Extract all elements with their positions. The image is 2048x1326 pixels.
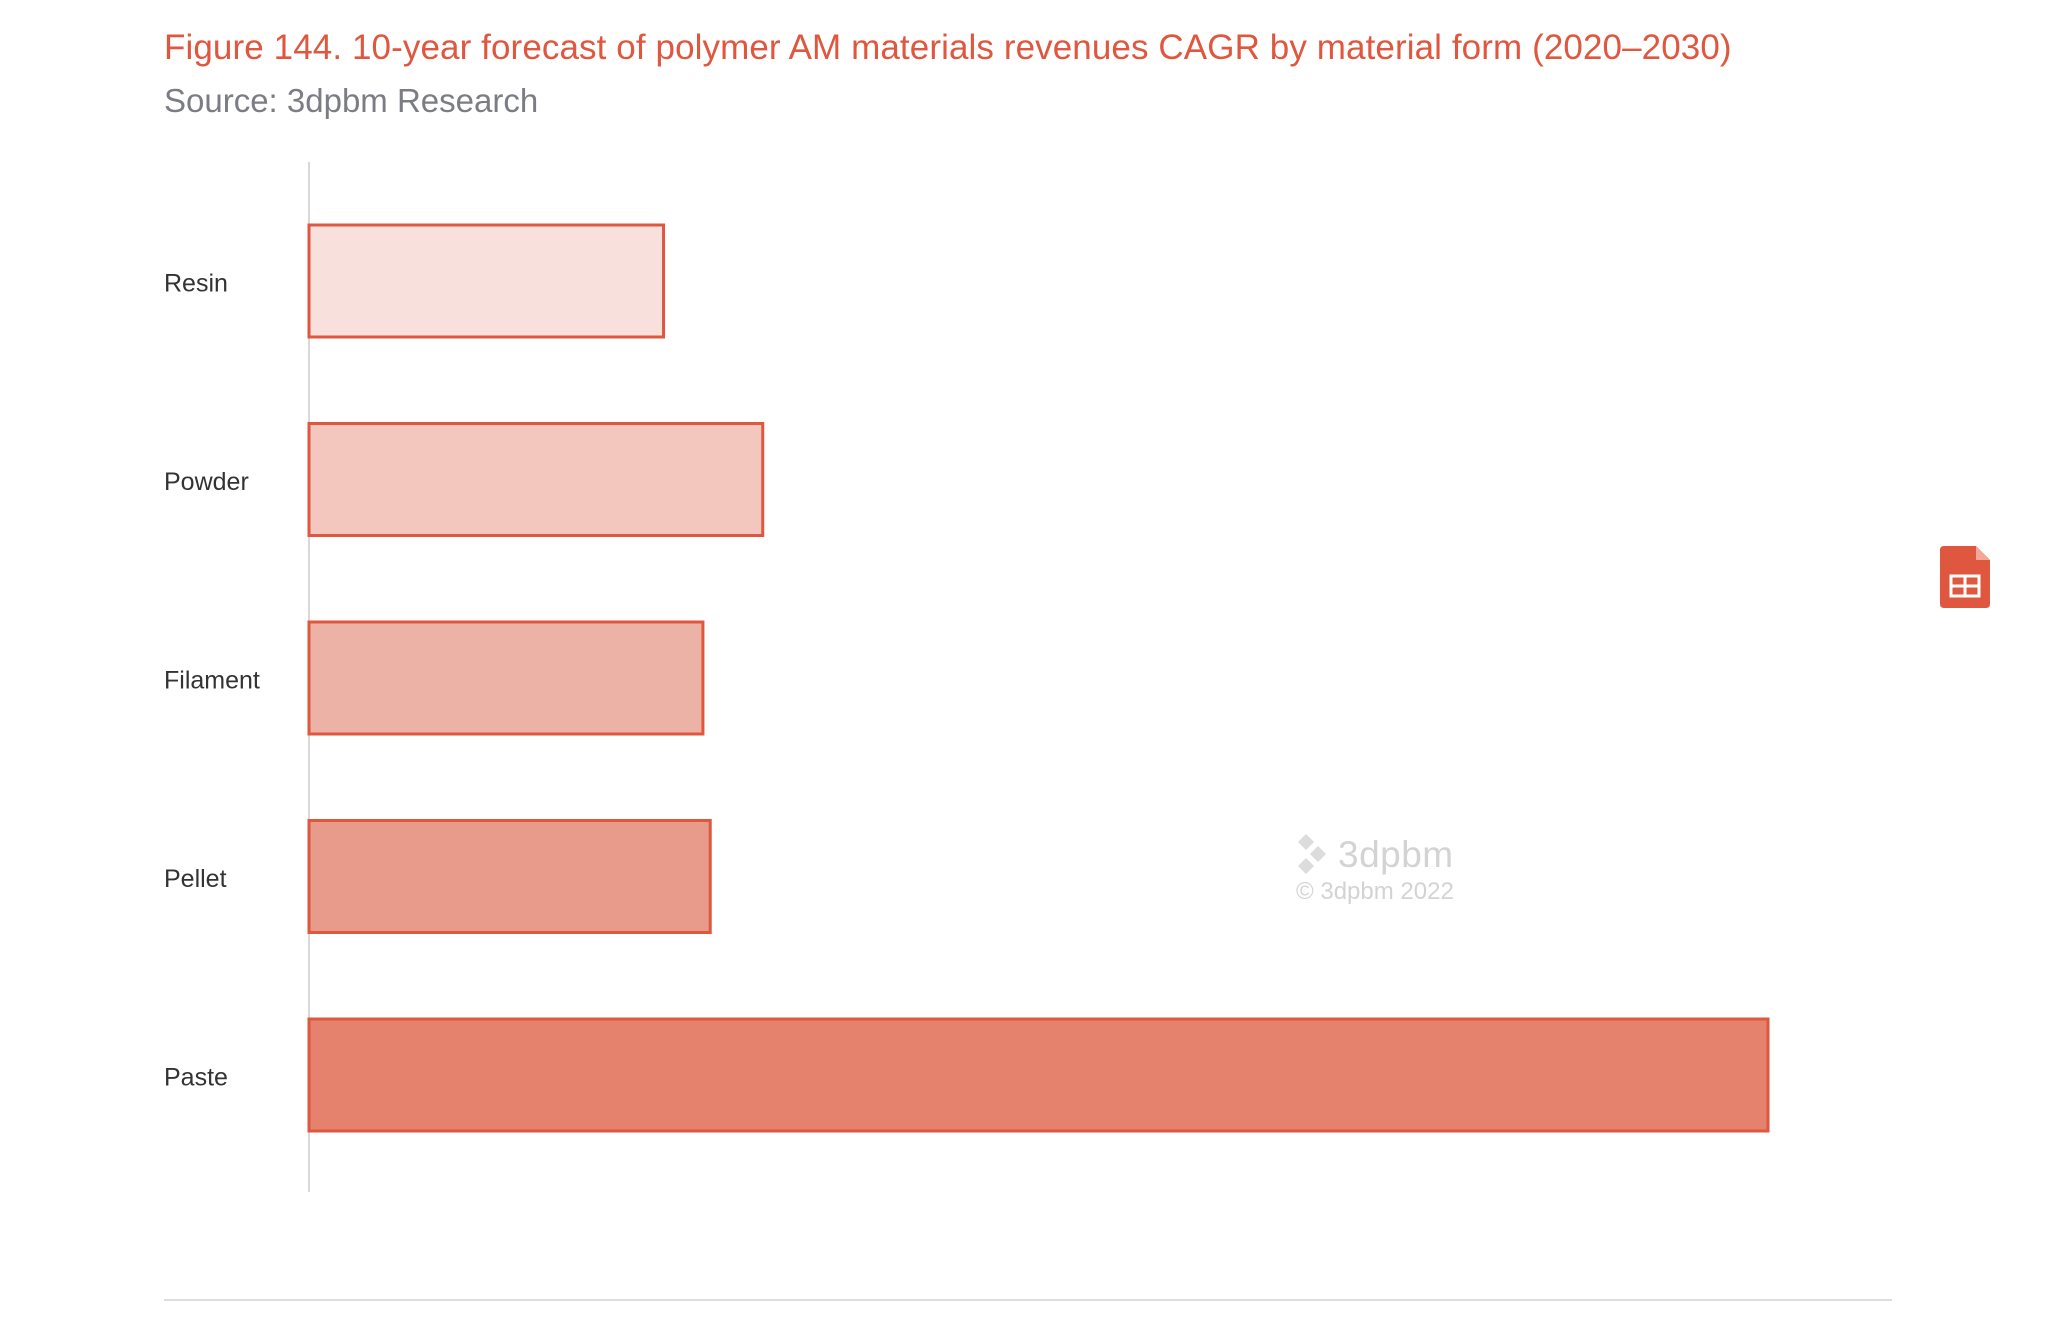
bars-group xyxy=(307,223,1770,1133)
category-label-filament: Filament xyxy=(164,667,260,695)
chart-source: Source: 3dpbm Research xyxy=(164,82,539,119)
watermark-copyright: © 3dpbm 2022 xyxy=(1296,878,1454,905)
category-labels-group: Resin Powder Filament Pellet Paste xyxy=(164,270,260,1092)
3dpbm-logo-icon xyxy=(1298,834,1326,874)
bar-filament xyxy=(307,620,705,736)
watermark-brand: 3dpbm xyxy=(1338,834,1454,875)
bar-paste xyxy=(307,1017,1770,1133)
watermark: 3dpbm © 3dpbm 2022 xyxy=(1296,834,1516,906)
chart-title: Figure 144. 10-year forecast of polymer … xyxy=(164,28,1732,67)
bar-resin xyxy=(307,223,666,339)
bar-pellet xyxy=(307,819,712,934)
category-label-paste: Paste xyxy=(164,1064,228,1092)
watermark-logo: 3dpbm xyxy=(1296,834,1516,876)
category-label-pellet: Pellet xyxy=(164,865,227,893)
category-label-resin: Resin xyxy=(164,270,228,298)
spreadsheet-icon-graphic xyxy=(1940,546,1990,608)
bar-powder xyxy=(307,422,765,537)
category-label-powder: Powder xyxy=(164,468,249,496)
bottom-divider xyxy=(164,1299,1892,1301)
spreadsheet-icon[interactable] xyxy=(1940,546,1990,608)
